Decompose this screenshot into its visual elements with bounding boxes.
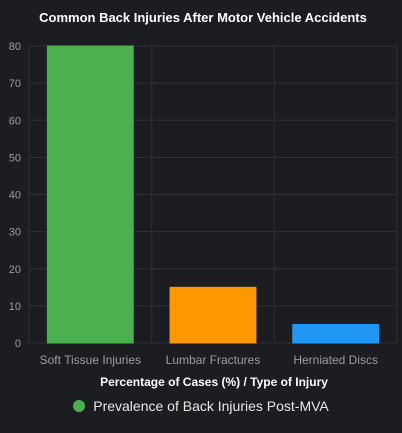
y-tick-label: 80	[9, 41, 21, 53]
y-tick-label: 20	[9, 264, 21, 276]
y-axis-ticks: 0 10 20 30 40 50 60 70 80	[9, 41, 21, 350]
bar-0[interactable]	[46, 45, 134, 344]
y-tick-label: 40	[9, 190, 21, 202]
y-tick-label: 30	[9, 227, 21, 239]
chart-title: Common Back Injuries After Motor Vehicle…	[39, 10, 367, 25]
bar-1[interactable]	[169, 286, 257, 344]
y-tick-label: 10	[9, 301, 21, 313]
legend-swatch	[73, 400, 86, 412]
x-tick-label: Soft Tissue Injuries	[40, 353, 141, 367]
x-axis-ticks: Soft Tissue Injuries Lumbar Fractures Hern…	[40, 353, 378, 367]
bars	[46, 45, 380, 344]
legend-label: Prevalence of Back Injuries Post-MVA	[93, 398, 329, 414]
legend[interactable]: Prevalence of Back Injuries Post-MVA	[0, 398, 402, 414]
x-axis-label: Percentage of Cases (%) / Type of Injury	[100, 375, 328, 389]
x-tick-label: Lumbar Fractures	[166, 353, 261, 367]
y-tick-label: 60	[9, 115, 21, 127]
y-tick-label: 0	[15, 338, 21, 350]
x-tick-label: Herniated Discs	[293, 353, 378, 367]
bar-2[interactable]	[292, 323, 380, 344]
y-tick-label: 70	[9, 78, 21, 90]
y-tick-label: 50	[9, 152, 21, 164]
